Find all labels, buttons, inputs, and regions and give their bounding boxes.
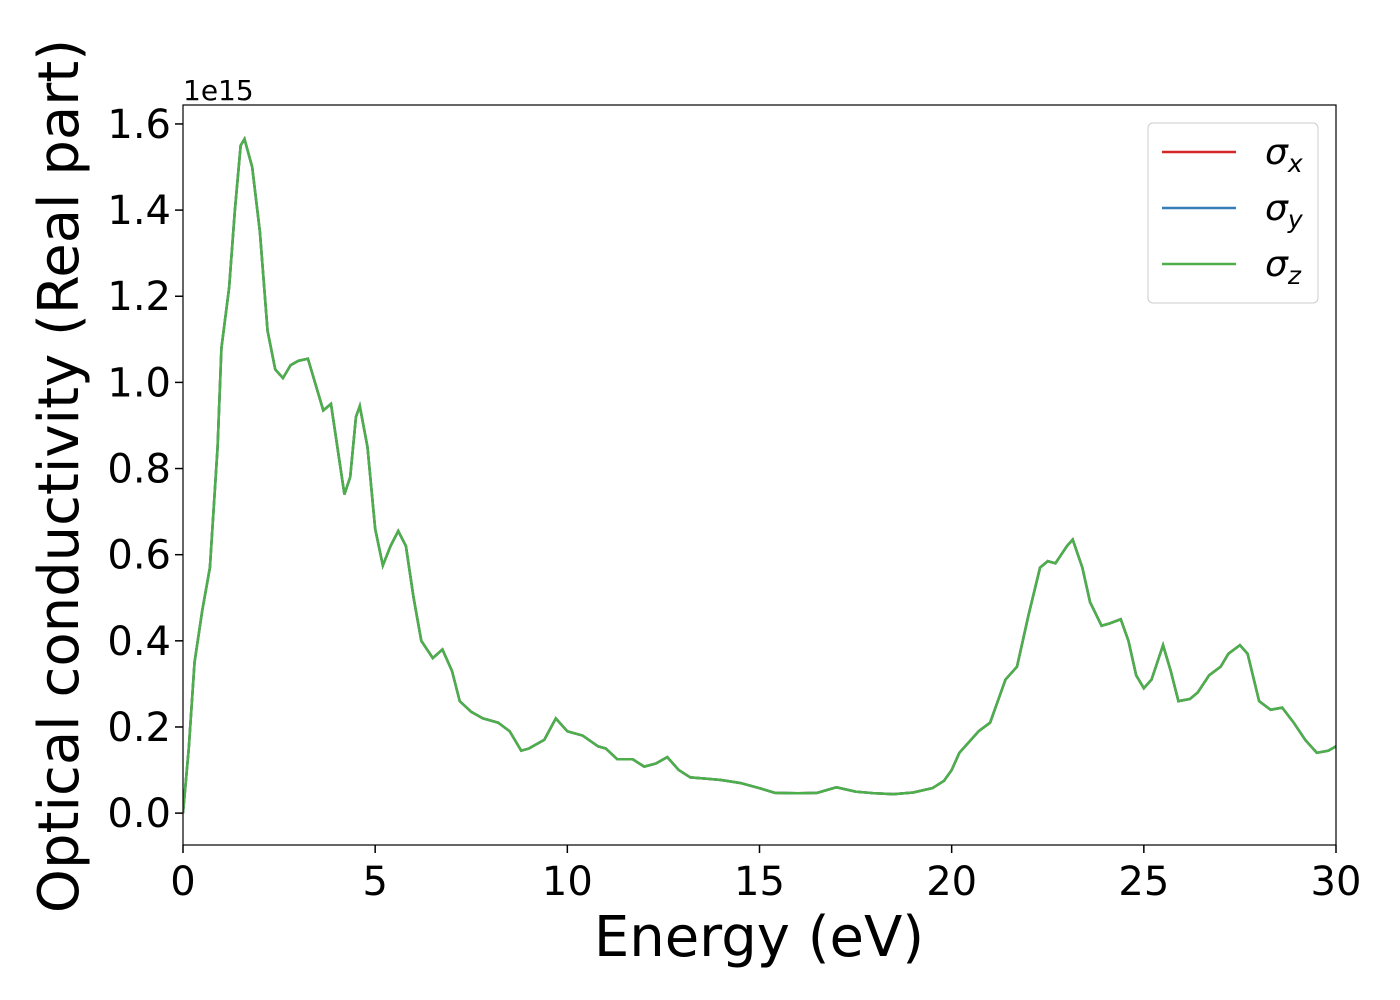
y-tick-label: 1.0 [107,360,171,406]
legend-label: σy [1265,188,1304,234]
legend-label: σz [1265,244,1302,290]
x-tick-label: 5 [362,859,387,905]
x-tick-label: 25 [1118,859,1169,905]
offset-label: 1e15 [183,74,254,107]
y-tick-label: 0.2 [107,705,171,751]
x-tick-label: 30 [1311,859,1362,905]
y-tick-label: 0.4 [107,619,171,665]
y-tick-label: 1.2 [107,274,171,320]
y-axis-label: Optical conductivity (Real part) [27,39,92,913]
x-tick-label: 10 [542,859,593,905]
series-line [183,135,1336,814]
y-tick-label: 0.0 [107,791,171,837]
x-tick-label: 15 [734,859,785,905]
legend-box [1147,122,1319,304]
x-tick-label: 20 [926,859,977,905]
y-tick-label: 0.8 [107,447,171,493]
x-tick-label: 0 [170,859,195,905]
x-axis-label: Energy (eV) [594,905,924,970]
y-tick-label: 1.6 [107,102,171,148]
legend-label: σx [1265,132,1303,178]
y-tick-label: 0.6 [107,533,171,579]
plot-frame [182,104,1337,846]
y-tick-label: 1.4 [107,188,171,234]
